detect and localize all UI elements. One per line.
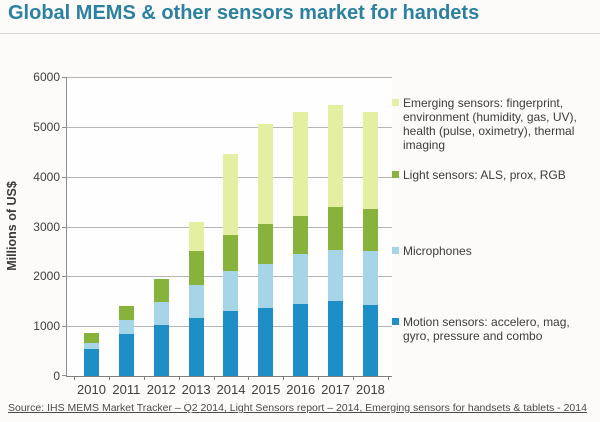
bar-segment-microphones xyxy=(188,285,204,318)
bar-segment-light-sensors xyxy=(118,306,134,321)
x-axis-tick xyxy=(213,376,215,380)
x-tick-label: 2011 xyxy=(112,382,141,397)
bar-segment-motion-sensors xyxy=(118,333,134,376)
y-tick-label: 4000 xyxy=(33,169,60,184)
bar-segment-microphones xyxy=(362,250,378,305)
gridline xyxy=(67,126,392,128)
bar-segment-motion-sensors xyxy=(223,311,239,376)
bar-segment-emerging-sensors xyxy=(223,154,239,235)
emerging-sensors-swatch xyxy=(392,99,399,106)
page-title: Global MEMS & other sensors market for h… xyxy=(8,2,480,24)
x-axis-tick xyxy=(387,376,389,380)
bar-segment-microphones xyxy=(293,253,309,305)
x-tick-label: 2017 xyxy=(321,382,351,397)
x-tick-label: 2012 xyxy=(146,382,176,397)
legend-entry-emerging-sensors: Emerging sensors: fingerprint, environme… xyxy=(392,96,582,152)
x-axis-tick xyxy=(248,376,250,380)
x-tick-label: 2015 xyxy=(251,382,281,397)
title-divider xyxy=(0,33,600,34)
bar-segment-microphones xyxy=(223,271,239,312)
x-tick-label: 2016 xyxy=(286,382,316,397)
bar-segment-emerging-sensors xyxy=(328,104,344,208)
bar-segment-light-sensors xyxy=(188,251,204,286)
x-axis-tick xyxy=(353,376,355,380)
microphones-swatch xyxy=(392,247,399,254)
bar-segment-light-sensors xyxy=(84,333,99,344)
bar-segment-motion-sensors xyxy=(84,348,99,376)
bar-segment-microphones xyxy=(153,302,169,326)
bar-segment-light-sensors xyxy=(328,207,344,250)
y-axis-tick xyxy=(62,176,66,178)
light-sensors-swatch xyxy=(392,171,399,178)
plot-area: 0 1000 2000 3000 4000 5000 6000 2010 2011 2012 201… xyxy=(33,70,392,397)
x-axis-tick xyxy=(108,376,110,380)
bar-segment-microphones xyxy=(328,249,344,302)
y-tick-label: 2000 xyxy=(33,269,60,284)
bar-segment-emerging-sensors xyxy=(362,111,378,210)
y-axis-tick xyxy=(62,126,66,128)
x-axis-tick xyxy=(283,376,285,380)
bar-segment-microphones xyxy=(118,320,134,334)
bar-segment-motion-sensors xyxy=(328,301,344,376)
bar-segment-motion-sensors xyxy=(153,325,169,376)
bar-segment-motion-sensors xyxy=(293,304,309,376)
x-axis-tick xyxy=(318,376,320,380)
gridline xyxy=(67,77,392,78)
bar-segment-light-sensors xyxy=(258,224,274,264)
bar-segment-microphones xyxy=(84,343,99,349)
bar-segment-emerging-sensors xyxy=(258,124,274,224)
x-tick-label: 2013 xyxy=(181,382,211,397)
x-tick-label: 2018 xyxy=(355,382,385,397)
x-axis-tick xyxy=(178,376,180,380)
legend-label-motion-sensors: Motion sensors: accelero, mag, gyro, pre… xyxy=(403,315,570,343)
chart-legend: Emerging sensors: fingerprint, environme… xyxy=(392,0,588,422)
y-tick-label: 0 xyxy=(53,369,60,383)
y-axis-tick xyxy=(62,77,66,78)
bar-segment-emerging-sensors xyxy=(293,111,309,216)
y-axis-tick xyxy=(62,276,66,278)
bar-segment-light-sensors xyxy=(223,234,239,272)
y-axis-tick xyxy=(62,326,66,328)
legend-entry-microphones: Microphones xyxy=(392,244,582,258)
legend-label-emerging-sensors: Emerging sensors: fingerprint, environme… xyxy=(403,96,577,152)
y-tick-label: 5000 xyxy=(33,119,60,134)
y-tick-label: 3000 xyxy=(33,219,60,234)
motion-sensors-swatch xyxy=(392,318,399,325)
y-tick-label: 1000 xyxy=(33,319,60,334)
x-tick-label: 2010 xyxy=(77,382,106,397)
bar-segment-light-sensors xyxy=(153,278,169,303)
y-axis-tick xyxy=(62,375,66,376)
legend-entry-motion-sensors: Motion sensors: accelero, mag, gyro, pre… xyxy=(392,315,582,343)
bar-segment-motion-sensors xyxy=(362,304,378,376)
x-axis-tick xyxy=(74,376,76,380)
y-tick-label: 6000 xyxy=(33,70,60,84)
x-axis-tick xyxy=(143,376,145,380)
bar-segment-microphones xyxy=(258,263,274,308)
source-note: Source: IHS MEMS Market Tracker – Q2 201… xyxy=(8,402,587,414)
y-axis-tick xyxy=(62,226,66,228)
x-tick-label: 2014 xyxy=(216,382,246,397)
bar-segment-emerging-sensors xyxy=(188,221,204,252)
bar-segment-motion-sensors xyxy=(188,317,204,376)
legend-entry-light-sensors: Light sensors: ALS, prox, RGB xyxy=(392,168,582,182)
bar-segment-light-sensors xyxy=(293,215,309,254)
legend-label-microphones: Microphones xyxy=(403,244,472,258)
bar-segment-light-sensors xyxy=(362,209,378,251)
legend-label-light-sensors: Light sensors: ALS, prox, RGB xyxy=(403,168,566,182)
bar-segment-motion-sensors xyxy=(258,307,274,376)
